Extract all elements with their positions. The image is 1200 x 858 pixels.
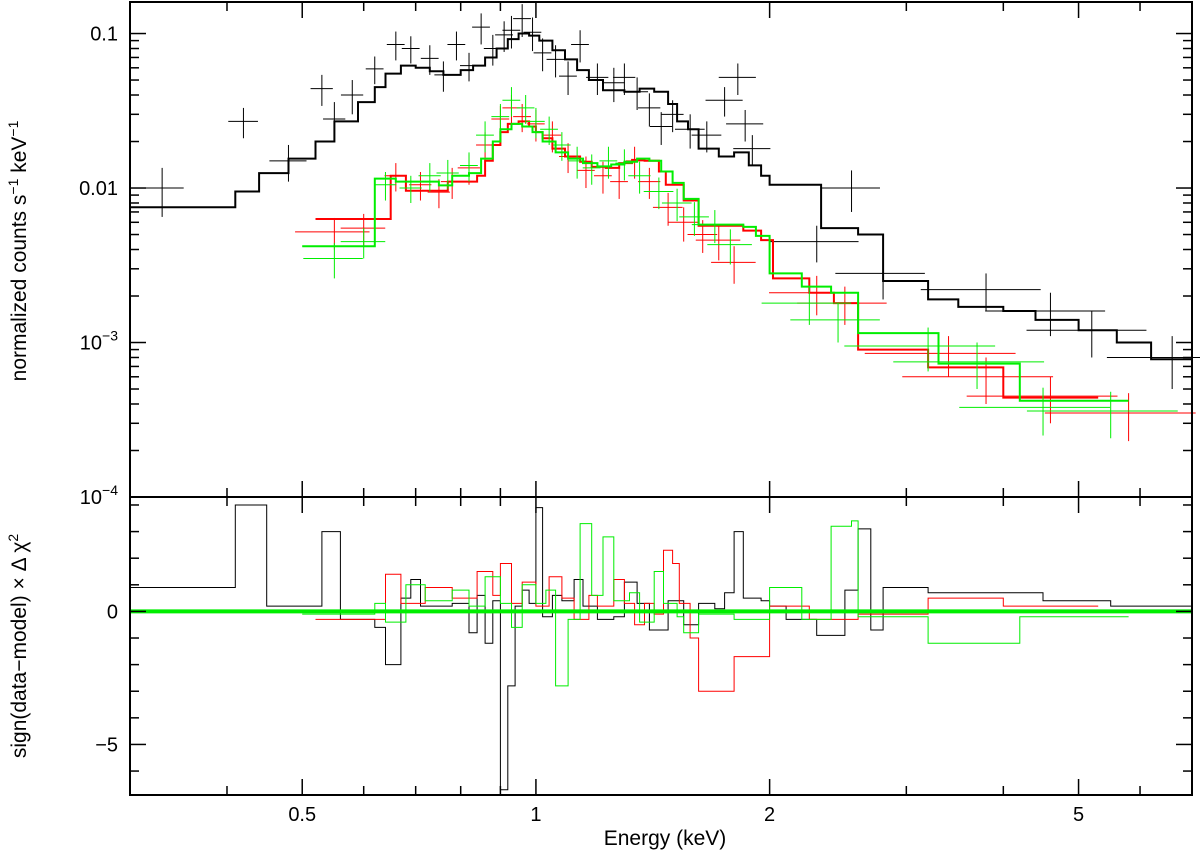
bottom-panel-frame — [129, 496, 1193, 796]
spectrum-datapoint — [533, 38, 552, 72]
spectrum-datapoint — [705, 87, 743, 117]
x-tick-label: 2 — [764, 804, 775, 826]
spectrum-datapoint — [691, 121, 722, 153]
spectrum-datapoint — [340, 228, 386, 259]
residual-series-2 — [302, 520, 1129, 687]
spectrum-datapoint — [502, 15, 521, 49]
residual-series-1 — [315, 549, 1099, 692]
spectrum-datapoint — [459, 152, 478, 182]
x-tick-label: 5 — [1073, 804, 1084, 826]
bottom-y-tick-label: −5 — [95, 734, 118, 756]
spectrum-model-line — [315, 120, 1099, 399]
spectrum-datapoint — [523, 17, 542, 52]
spectrum-datapoint — [495, 21, 513, 52]
spectrum-datapoint — [401, 36, 420, 64]
spectrum-datapoint — [310, 74, 333, 106]
spectrum-datapoint — [661, 188, 692, 222]
x-tick-label: 1 — [530, 804, 541, 826]
spectrum-panel-data — [130, 4, 1200, 442]
spectrum-datapoint — [365, 56, 384, 85]
spectrum-datapoint — [399, 175, 422, 203]
spectrum-datapoint — [447, 31, 466, 61]
spectrum-datapoint — [864, 336, 1016, 377]
spectrum-datapoint — [472, 13, 490, 45]
spectrum-datapoint — [582, 154, 601, 185]
spectrum-datapoint — [502, 87, 521, 117]
spectrum-datapoint — [526, 107, 545, 139]
spectrum-datapoint — [571, 30, 589, 63]
spectrum-datapoint — [459, 52, 478, 82]
spectrum-datapoint — [625, 77, 649, 110]
x-tick-label: 0.5 — [288, 804, 316, 826]
spectrum-datapoint — [418, 163, 441, 192]
spectrum-datapoint — [1106, 336, 1200, 390]
spectrum-datapoint — [733, 135, 771, 166]
spectrum-datapoint — [661, 100, 684, 133]
spectrum-datapoint — [483, 34, 502, 66]
axes-layer: 0.5 1 2 5 0.1 0.01 10−3 10−4 0 −5 — [79, 1, 1193, 826]
spectrum-datapoint — [920, 273, 1041, 311]
spectrum-datapoint — [599, 146, 618, 179]
spectrum-datapoint — [434, 61, 453, 92]
spectrum-datapoint — [476, 121, 494, 153]
spectrum-datapoint — [628, 161, 651, 194]
top-y-tick-label: 0.1 — [90, 24, 118, 46]
spectrum-datapoint — [491, 103, 510, 133]
spectrum-datapoint — [769, 225, 859, 263]
spectrum-datapoint — [643, 177, 674, 210]
bottom-y-tick-label: 0 — [107, 601, 118, 623]
spectrum-series-0 — [130, 4, 1200, 390]
spectrum-datapoint — [674, 114, 705, 149]
spectrum-series-2 — [302, 87, 1178, 439]
spectrum-datapoint — [790, 303, 880, 343]
spectrum-datapoint — [540, 116, 558, 145]
top-y-tick-label: 10−3 — [80, 328, 118, 355]
spectrum-datapoint — [652, 192, 683, 226]
top-y-tick-label: 0.01 — [79, 178, 118, 200]
top-panel-frame — [129, 1, 1193, 498]
spectrum-datapoint — [516, 95, 535, 124]
spectrum-datapoint — [559, 61, 577, 96]
spectrum-model-line — [302, 122, 1129, 402]
spectrum-datapoint — [649, 112, 673, 145]
spectrum-datapoint — [602, 67, 625, 103]
spectrum-datapoint — [726, 109, 764, 142]
spectrum-datapoint — [340, 80, 364, 115]
spectrum-datapoint — [695, 224, 741, 261]
spectrum-datapoint — [374, 171, 397, 201]
spectrum-datapoint — [1026, 310, 1147, 358]
spectrum-datapoint — [679, 202, 709, 236]
spectrum-datapoint — [820, 170, 880, 212]
bottom-y-axis-label: sign(data−model) × Δ χ2 — [5, 534, 31, 759]
spectrum-model-line — [130, 32, 1192, 361]
top-y-axis-label: normalized counts s−1 keV−1 — [5, 120, 31, 381]
spectrum-datapoint — [228, 107, 258, 139]
x-axis-label: Energy (keV) — [604, 827, 727, 850]
spectrum-datapoint — [638, 93, 661, 127]
spectrum-datapoint — [513, 4, 531, 37]
top-y-tick-label: 10−4 — [80, 482, 118, 509]
spectrum-series-1 — [295, 95, 1196, 442]
spectrum-datapoint — [707, 229, 752, 265]
spectrum-datapoint — [711, 246, 756, 284]
spectrum-datapoint — [959, 387, 1111, 436]
residual-panel-data — [130, 504, 1192, 791]
spectrum-datapoint — [761, 286, 852, 325]
spectrum-datapoint — [303, 243, 363, 279]
spectrum-datapoint — [1026, 391, 1178, 439]
spectrum-datapoint — [295, 217, 370, 250]
spectrum-datapoint — [384, 163, 407, 192]
spectrum-datapoint — [386, 31, 405, 61]
spectrum-datapoint — [638, 167, 661, 199]
spectrum-datapoint — [844, 327, 996, 372]
spectrum-datapoint — [893, 342, 1045, 390]
spectrum-datapoint — [610, 167, 628, 199]
residual-series-0 — [130, 504, 1192, 791]
spectrum-datapoint — [718, 63, 756, 96]
spectrum-datapoint — [409, 171, 432, 201]
spectrum-datapoint — [668, 207, 699, 242]
spectrum-datapoint — [139, 167, 184, 217]
